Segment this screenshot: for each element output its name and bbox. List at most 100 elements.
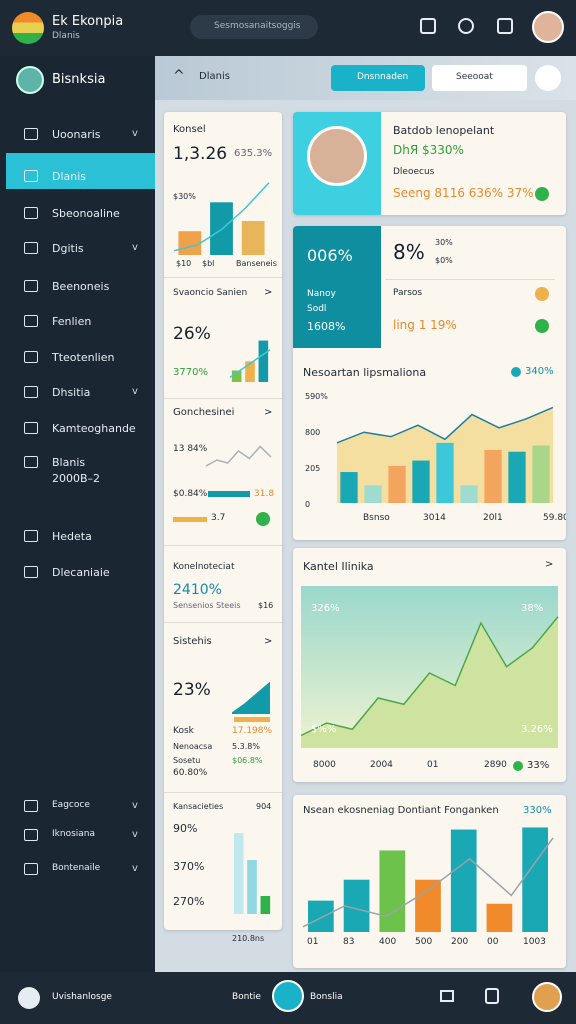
footer-avatar[interactable]: [532, 982, 562, 1012]
toolbar-search-text: Seeooat: [456, 72, 493, 82]
stat: $0.84%: [173, 489, 208, 499]
menu-item[interactable]: Dlecaniaie: [52, 566, 110, 579]
menu-icon: [24, 530, 38, 542]
card-small: $30%: [173, 192, 196, 201]
menu-item[interactable]: Sbeonoaline: [52, 207, 120, 220]
chart-title: Nsean ekosneniag Dontiant Fonganken: [303, 805, 499, 816]
x-tick-label: 01: [307, 937, 319, 947]
menu-icon: [24, 315, 38, 327]
menu-item[interactable]: Eagcoce: [52, 800, 90, 810]
chevron: v: [132, 800, 138, 811]
stat-p2: ling 1 19%: [393, 318, 457, 332]
bar: [231, 370, 242, 382]
menu-item[interactable]: 2000B–2: [52, 472, 101, 485]
x-tick-label: 01: [427, 760, 439, 770]
legend: 33%: [527, 760, 550, 771]
menu-item[interactable]: Fenlien: [52, 315, 92, 328]
profile-card: Batdob lenopelant DhЯ $330% Dleoecus See…: [293, 112, 566, 215]
menu-icon: [24, 386, 38, 398]
x-tick-label: 83: [343, 937, 355, 947]
combo-chart: [336, 406, 554, 503]
corner-label: 38%: [521, 603, 544, 614]
footer-left: Uvishanlosge: [52, 992, 112, 1002]
x-tick-label: 20l1: [483, 513, 503, 523]
row-value: 270%: [173, 895, 205, 908]
bar: [508, 451, 526, 503]
toolbar-search[interactable]: Seeooat: [432, 65, 527, 91]
menu-item[interactable]: Dgitis: [52, 242, 84, 255]
chevron: v: [132, 829, 138, 840]
y-tick-label: 205: [305, 464, 321, 473]
bar: [364, 485, 382, 503]
menu-item[interactable]: Iknosiana: [52, 829, 96, 839]
x-tick-label: 2890: [484, 760, 507, 770]
stat-pct: 8%: [393, 240, 425, 264]
menu-item[interactable]: Uoonaris: [52, 128, 101, 141]
sidebar: Bisnksia Uoonaris v Dlanis Sbeonoaline Dgiti…: [0, 56, 155, 972]
stat: 31.8: [254, 489, 275, 499]
menu-item[interactable]: Beenoneis: [52, 280, 110, 293]
card-title: Konsel: [173, 124, 206, 135]
mail-icon[interactable]: [440, 990, 454, 1002]
app-title: Ek Ekonpia: [52, 14, 124, 29]
menu-icon: [24, 829, 38, 841]
row-value: 90%: [173, 822, 198, 835]
menu-icon: [24, 351, 38, 363]
logo: [12, 12, 44, 44]
menu-item[interactable]: Kamteoghande: [52, 422, 136, 435]
button-text: Dnsnnaden: [357, 72, 409, 82]
stat-sub: Sodl: [307, 304, 327, 314]
active-item-bg: [6, 153, 155, 189]
profile-stats: Seeng 8116 636% 37%: [393, 186, 534, 200]
menu-icon: [24, 128, 38, 140]
card-delta: 635.3%: [234, 148, 273, 159]
menu-icon: [24, 280, 38, 292]
menu-item[interactable]: Blanis: [52, 456, 86, 469]
line: [205, 445, 272, 467]
footer-mid[interactable]: Bonslia: [310, 992, 343, 1002]
profile-name: Batdob lenopelant: [393, 124, 495, 137]
footer-mid[interactable]: Bontie: [232, 992, 261, 1002]
settings-icon[interactable]: [458, 18, 474, 34]
bar: [415, 879, 441, 932]
stat-p1: Parsos: [393, 288, 423, 298]
edit-icon[interactable]: [420, 18, 436, 34]
toolbar-button[interactable]: Dnsnnaden: [331, 65, 425, 91]
row-label: Kosk: [173, 726, 194, 736]
menu-item[interactable]: Bontenaile: [52, 863, 101, 873]
avatar[interactable]: [532, 11, 564, 43]
y-tick-label: 800: [305, 428, 321, 437]
bar: [412, 460, 430, 503]
menu-icon: [24, 566, 38, 578]
notification-icon[interactable]: [497, 18, 513, 34]
y-tick-label: 0: [305, 500, 311, 509]
legend: 340%: [525, 366, 554, 377]
search[interactable]: Sesmosanaitsoggis: [190, 15, 318, 39]
bar: [245, 361, 255, 382]
menu-item[interactable]: Hedeta: [52, 530, 92, 543]
chevron: v: [132, 863, 138, 874]
stats-card: 006% Nanoy Sodl 1608% 8% 30% $0% Parsos …: [293, 226, 566, 540]
mini-chart: [229, 340, 271, 382]
menu-icon: [24, 863, 38, 875]
gift-icon[interactable]: [485, 988, 499, 1004]
chevron: v: [132, 242, 138, 253]
menu-item[interactable]: Tteotenlien: [52, 351, 115, 364]
row-value: 17.198%: [232, 726, 273, 736]
top-bar: Ek Ekonpia Dlanis Sesmosanaitsoggis: [0, 0, 576, 56]
line: [302, 837, 554, 928]
row-label: Sosetu: [173, 756, 201, 765]
menu-item[interactable]: Dlanis: [52, 170, 87, 183]
more-button[interactable]: [535, 65, 561, 91]
bar: [233, 833, 244, 914]
y-tick-label: 590%: [305, 392, 328, 401]
menu-item[interactable]: Dhsitia: [52, 386, 91, 399]
card-side: $16: [258, 601, 274, 610]
bar: [308, 900, 334, 932]
chart-title: Nesoartan lipsmaliona: [303, 366, 427, 379]
user-name: Bisnksia: [52, 72, 106, 87]
home-button[interactable]: [272, 980, 304, 1012]
profile-photo: [307, 126, 367, 186]
card-title: Svaoncio Sanien: [173, 288, 248, 298]
bar: [486, 903, 513, 932]
